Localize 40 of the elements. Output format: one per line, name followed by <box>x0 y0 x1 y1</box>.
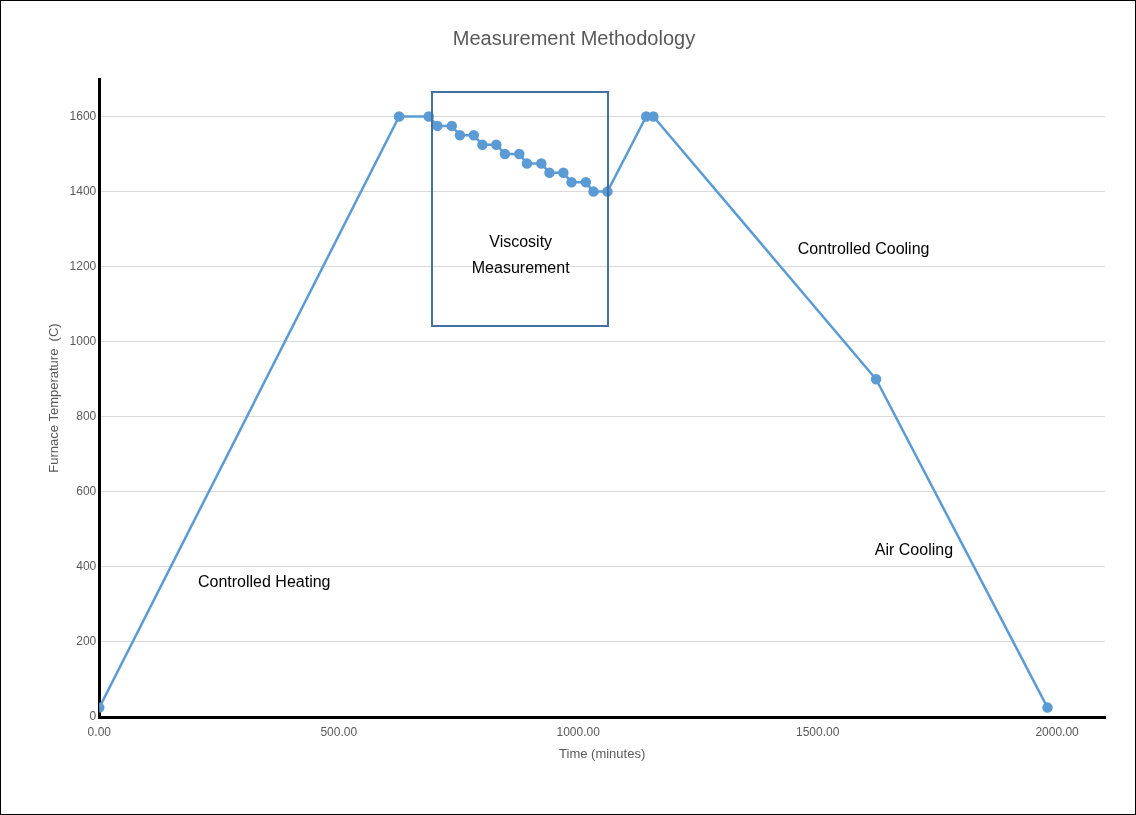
x-tick-label: 500.00 <box>320 724 358 739</box>
point <box>468 130 480 141</box>
y-tick-label: 1600 <box>69 108 97 123</box>
x-axis-title: Time (minutes) <box>559 745 646 761</box>
point <box>648 111 659 122</box>
point <box>521 158 533 169</box>
point <box>588 186 599 197</box>
point <box>393 111 405 122</box>
y-tick-label: 800 <box>76 409 97 424</box>
x-tick-label: 1000.00 <box>556 724 601 739</box>
y-tick-label: 1200 <box>69 258 97 273</box>
point <box>1042 702 1053 713</box>
y-tick-label: 0 <box>89 709 97 724</box>
y-tick-label: 600 <box>76 484 97 499</box>
point <box>558 167 569 179</box>
point <box>454 130 466 141</box>
point <box>544 167 555 179</box>
y-tick-label: 1000 <box>69 334 97 349</box>
point <box>580 176 592 188</box>
annotation: Air Cooling <box>874 540 954 558</box>
point <box>446 120 458 132</box>
point <box>566 176 577 188</box>
y-tick-label: 1400 <box>69 183 97 198</box>
y-tick-label: 200 <box>76 634 97 649</box>
chart-title: Measurement Methodology <box>452 26 696 49</box>
annotation: Viscosity Measurement <box>471 232 571 276</box>
point <box>491 139 502 150</box>
point <box>499 148 511 160</box>
point <box>514 148 525 160</box>
x-tick-label: 1500.00 <box>795 724 840 739</box>
y-tick-label: 400 <box>76 559 97 574</box>
annotation: Controlled Heating <box>197 573 331 591</box>
point <box>870 373 882 385</box>
annotation: Controlled Cooling <box>797 240 930 258</box>
point <box>536 158 547 169</box>
x-tick-label: 0.00 <box>87 724 112 739</box>
x-tick-label: 2000.00 <box>1035 724 1080 739</box>
point <box>477 139 488 150</box>
point <box>432 120 443 132</box>
y-axis-title: Furnace Temperature (C) <box>46 323 62 473</box>
